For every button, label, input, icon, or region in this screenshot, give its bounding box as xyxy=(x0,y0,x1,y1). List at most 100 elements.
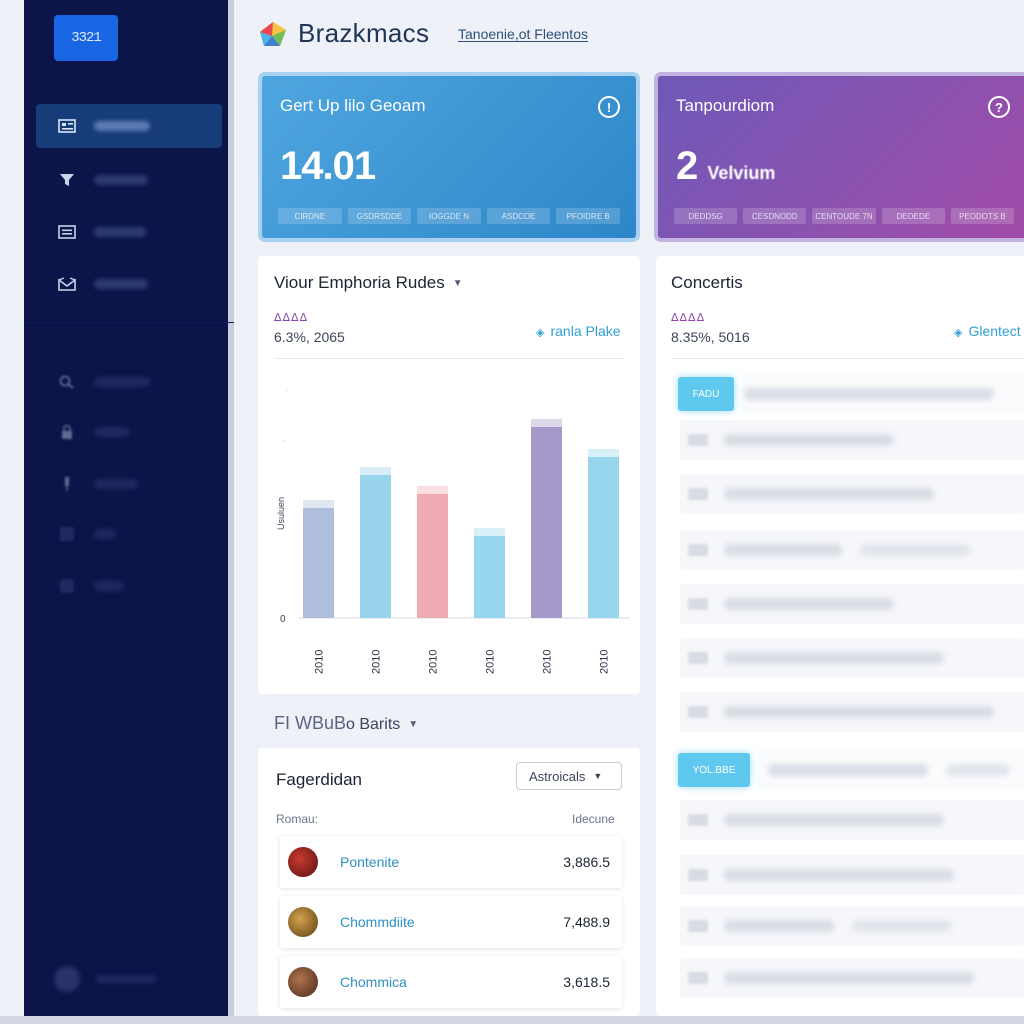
sidebar-item-lock[interactable] xyxy=(36,410,222,454)
stat-pill: CIRDNE xyxy=(278,208,342,224)
x-tick-label: 2010 xyxy=(485,650,497,674)
pin-icon xyxy=(58,477,76,491)
bar-cap xyxy=(417,486,448,495)
stat-pill: DEOEDE xyxy=(881,208,945,224)
section-title[interactable]: FI WBuBo Barits ▼ xyxy=(274,713,419,733)
user-avatar[interactable] xyxy=(54,966,80,992)
x-tick-label: 2010 xyxy=(542,650,554,674)
x-tick-label: 2010 xyxy=(371,650,383,674)
link-icon: ◈ xyxy=(536,327,545,339)
chart-bar xyxy=(531,427,562,618)
link-icon: ◈ xyxy=(954,327,963,339)
bar-chart: ◦ ◦ 0 Usuluen 2010 2010 2010 2010 2010 2010 xyxy=(276,385,630,674)
bar-cap xyxy=(360,467,391,476)
user-name-placeholder xyxy=(96,975,156,983)
chevron-down-icon: ▼ xyxy=(408,719,419,731)
list-item[interactable] xyxy=(680,584,1024,624)
chart-panel-meta: 6.3%, 2065 xyxy=(274,329,345,345)
stat-card-primary[interactable]: Gert Up lilo Geoam ! 14.01 CIRDNE GSDRSD… xyxy=(258,72,640,242)
stat-card-value: 2 Velvium xyxy=(676,144,776,188)
x-tick-label: 2010 xyxy=(599,650,611,674)
table-row[interactable]: Chommdiite 7,488.9 xyxy=(280,896,622,948)
stat-pill: CENTOUDE 7N xyxy=(812,208,876,224)
row-value: 3,886.5 xyxy=(563,854,610,870)
list-item[interactable] xyxy=(680,638,1024,678)
stat-card-value: 14.01 xyxy=(280,144,376,188)
list-item[interactable] xyxy=(680,530,1024,570)
sidebar-item-label xyxy=(94,581,124,591)
row-value: 3,618.5 xyxy=(563,974,610,990)
app-logo[interactable]: 3321 xyxy=(54,15,118,61)
list-item[interactable] xyxy=(680,906,1024,946)
list-item[interactable] xyxy=(680,692,1024,732)
bar-cap xyxy=(474,528,505,537)
search-icon xyxy=(58,375,76,389)
list-item[interactable] xyxy=(740,374,1024,414)
row-value: 7,488.9 xyxy=(563,914,610,930)
x-tick-label: 2010 xyxy=(314,650,326,674)
sidebar-item-circle[interactable] xyxy=(36,564,222,608)
sidebar-item-pin[interactable] xyxy=(36,462,222,506)
sidebar: 3321 xyxy=(24,0,234,1016)
chart-bar xyxy=(588,457,619,618)
stat-pill: IOGGDE N xyxy=(417,208,481,224)
sidebar-item-label xyxy=(94,427,130,437)
avatar xyxy=(288,847,318,877)
bar-cap xyxy=(588,449,619,458)
chart-bar xyxy=(417,494,448,618)
avatar xyxy=(288,967,318,997)
sidebar-item-dashboard[interactable] xyxy=(36,104,222,148)
concepts-panel-title: Concertis xyxy=(671,273,743,292)
chevron-down-icon: ▼ xyxy=(452,278,463,290)
concepts-panel-link[interactable]: ◈ Glentect xyxy=(954,323,1021,339)
list-item[interactable] xyxy=(680,800,1024,840)
stat-card-secondary[interactable]: Tanpourdiom ? 2 Velvium DEDDSG CESDNODD … xyxy=(654,72,1024,242)
stat-pill: PEODOTS B xyxy=(950,208,1015,224)
list-item[interactable] xyxy=(680,958,1024,998)
sidebar-item-label xyxy=(94,479,138,489)
header-link[interactable]: Tanoenie,ot Fleentos xyxy=(458,26,588,42)
divider xyxy=(671,358,1024,359)
sidebar-item-label xyxy=(94,175,148,185)
sidebar-item-inbox[interactable] xyxy=(36,262,222,306)
stat-pill: ASDCOE xyxy=(486,208,551,224)
stat-pill: PFOIDRE B xyxy=(556,208,620,224)
sidebar-item-label xyxy=(94,121,150,131)
chart-panel xyxy=(258,256,640,694)
filter-dropdown[interactable]: Astroicals ▼ xyxy=(516,762,622,790)
concept-tag[interactable]: FADU xyxy=(678,377,734,411)
list-item[interactable] xyxy=(756,750,1024,790)
sidebar-item-filter[interactable] xyxy=(36,158,222,202)
table-row[interactable]: Chommica 3,618.5 xyxy=(280,956,622,1008)
stat-card-pills: CIRDNE GSDRSDDE IOGGDE N ASDCOE PFOIDRE … xyxy=(278,208,620,224)
list-item[interactable] xyxy=(680,420,1024,460)
row-name: Chommdiite xyxy=(340,914,415,930)
dashboard-icon xyxy=(58,119,76,133)
list-item[interactable] xyxy=(680,855,1024,895)
info-icon[interactable]: ! xyxy=(598,96,620,118)
chart-bar xyxy=(303,508,334,618)
concepts-panel-meta: 8.35%, 5016 xyxy=(671,329,750,345)
chart-panel-title[interactable]: Viour Emphoria Rudes ▼ xyxy=(274,273,463,292)
concept-tag[interactable]: YOL.BBE xyxy=(678,753,750,787)
sidebar-item-square[interactable] xyxy=(36,512,222,556)
sidebar-item-search[interactable] xyxy=(36,360,222,404)
help-icon[interactable]: ? xyxy=(988,96,1010,118)
y-tick-label: ◦ xyxy=(286,385,289,395)
bar-cap xyxy=(303,500,334,509)
stat-card-title: Gert Up lilo Geoam xyxy=(280,96,426,115)
circle-icon xyxy=(58,579,76,593)
list-item[interactable] xyxy=(680,474,1024,514)
row-name: Chommica xyxy=(340,974,407,990)
chart-panel-link[interactable]: ◈ ranla Plake xyxy=(536,323,621,339)
y-tick-label: ◦ xyxy=(282,436,285,446)
divider xyxy=(274,358,624,359)
square-icon xyxy=(58,527,76,541)
table-row[interactable]: Pontenite 3,886.5 xyxy=(280,836,622,888)
sidebar-item-list[interactable] xyxy=(36,210,222,254)
filter-icon xyxy=(58,173,76,187)
list-icon xyxy=(58,225,76,239)
inbox-icon xyxy=(58,277,76,291)
column-header-value: Idecune xyxy=(572,812,615,826)
sidebar-divider xyxy=(24,322,234,323)
